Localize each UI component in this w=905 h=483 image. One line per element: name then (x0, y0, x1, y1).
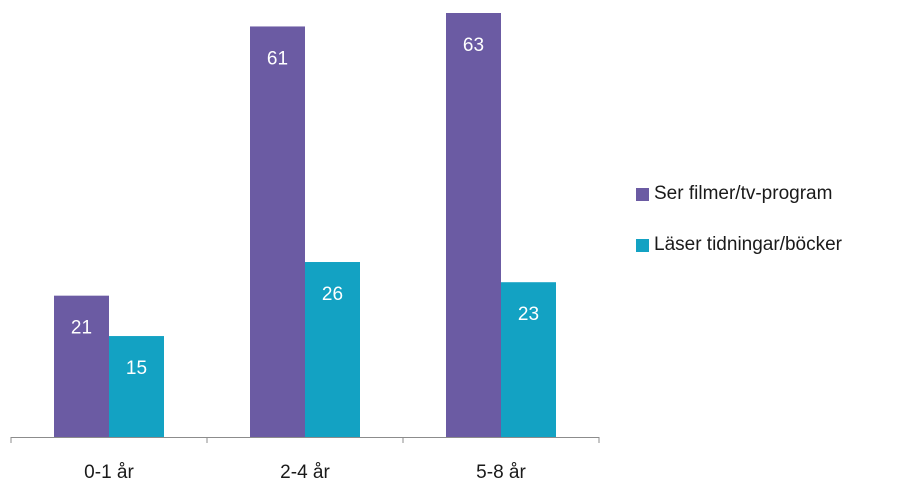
bar-series-2-2-4-år (305, 262, 360, 437)
legend: Ser filmer/tv-program Läser tidningar/bö… (636, 182, 842, 284)
data-label-series-1-2-4-år: 61 (267, 48, 288, 69)
legend-item-series-2: Läser tidningar/böcker (636, 233, 842, 257)
legend-label-series-1: Ser filmer/tv-program (654, 183, 833, 204)
data-label-series-2-2-4-år: 26 (322, 284, 343, 305)
bar-series-2-0-1-år (109, 336, 164, 437)
data-label-series-1-5-8-år: 63 (463, 35, 484, 56)
data-label-series-2-5-8-år: 23 (518, 304, 539, 325)
x-tick-label-5-8-år: 5-8 år (476, 462, 526, 483)
legend-swatch-series-2 (636, 238, 649, 252)
bar-series-2-5-8-år (501, 282, 556, 437)
x-tick-label-2-4-år: 2-4 år (280, 462, 330, 483)
x-axis-labels: 0-1 år 2-4 år 5-8 år (84, 462, 526, 483)
x-tick-label-0-1-år: 0-1 år (84, 462, 134, 483)
bar-series-1-2-4-år (250, 26, 305, 437)
data-labels-group: 21 15 61 26 63 23 (71, 35, 539, 379)
bar-series-1-0-1-år (54, 295, 109, 437)
bar-series-1-5-8-år (446, 13, 501, 437)
data-label-series-2-0-1-år: 15 (126, 358, 147, 379)
legend-item-series-1: Ser filmer/tv-program (636, 182, 842, 206)
bars-group (54, 13, 556, 437)
legend-label-series-2: Läser tidningar/böcker (654, 234, 842, 255)
x-axis-ticks (10, 437, 600, 443)
data-label-series-1-0-1-år: 21 (71, 318, 92, 339)
legend-swatch-series-1 (636, 187, 649, 201)
